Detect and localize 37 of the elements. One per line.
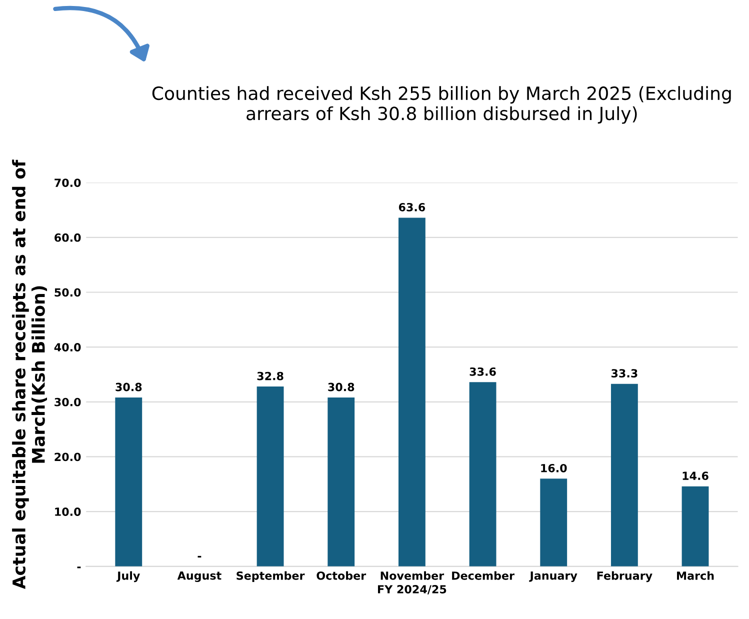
x-axis-title: FY 2024/25 [378, 585, 446, 594]
y-tick-label: 50.0 [54, 288, 81, 297]
data-label: 33.3 [611, 369, 638, 378]
data-label: 63.6 [398, 202, 426, 212]
data-label: 33.6 [470, 367, 496, 376]
y-tick-label: 20.0 [54, 452, 81, 462]
y-axis-title: Actual equitable share receipts as at end of March(Ksh Billion) [12, 160, 47, 590]
data-label: 14.6 [682, 472, 708, 480]
data-label: 16.0 [541, 464, 567, 472]
data-label: 30.8 [116, 382, 142, 392]
x-tick-label: August [177, 572, 222, 582]
bar [469, 382, 496, 566]
x-tick-label: November [380, 571, 444, 580]
bar [682, 486, 709, 566]
data-label: 30.8 [328, 382, 354, 392]
x-tick-label: February [597, 571, 652, 582]
y-tick-label: 70.0 [54, 178, 81, 187]
chart-title: Counties had received Ksh 255 billion by March 2025 (Excluding arrears of Ksh 30.8 billion disbursed in July) [152, 86, 731, 124]
x-tick-label: October [316, 571, 366, 580]
x-tick-label: September [236, 571, 305, 582]
bar [328, 398, 355, 566]
bar [540, 478, 568, 566]
bar [256, 386, 284, 566]
y-tick-label: 60.0 [54, 233, 81, 242]
x-tick-label: January [529, 572, 578, 582]
y-tick-label: 10.0 [55, 508, 81, 516]
x-tick-label: July [116, 571, 140, 582]
x-tick-label: March [677, 571, 714, 580]
bar [398, 218, 426, 566]
bar [115, 398, 142, 566]
data-label: 32.8 [257, 372, 284, 380]
y-tick-label: 30.0 [54, 398, 81, 406]
x-tick-label: December [452, 571, 514, 580]
bar [610, 384, 638, 566]
data-label: - [198, 556, 202, 558]
y-tick-label: - [77, 566, 81, 568]
y-tick-label: 40.0 [54, 343, 81, 352]
